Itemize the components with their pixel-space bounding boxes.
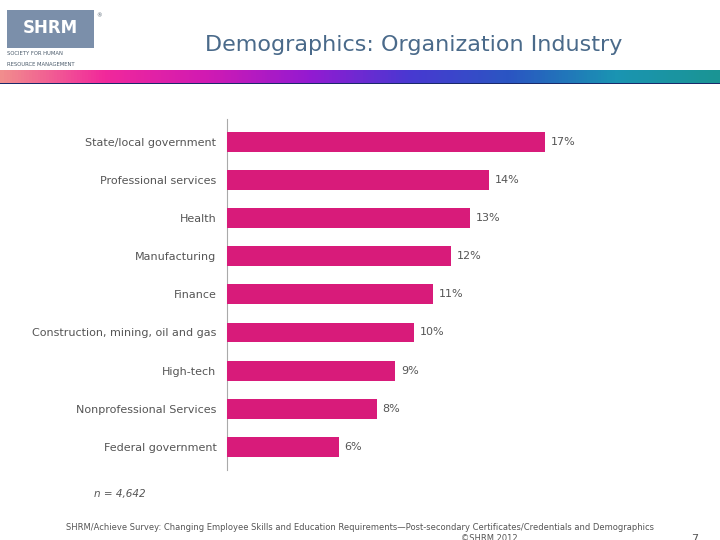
Text: 7: 7 — [691, 534, 698, 540]
Bar — [0, 83, 720, 84]
Text: 6%: 6% — [345, 442, 362, 452]
Bar — [227, 170, 489, 190]
Text: ©SHRM 2012: ©SHRM 2012 — [462, 534, 518, 540]
Text: SHRM/Achieve Survey: Changing Employee Skills and Education Requirements—Post-se: SHRM/Achieve Survey: Changing Employee S… — [66, 523, 654, 532]
Text: RESOURCE MANAGEMENT: RESOURCE MANAGEMENT — [7, 63, 75, 68]
Text: 17%: 17% — [551, 137, 575, 147]
Text: 14%: 14% — [495, 175, 519, 185]
Bar — [7, 10, 94, 48]
Bar — [227, 246, 451, 266]
Text: 8%: 8% — [382, 404, 400, 414]
Bar — [227, 322, 414, 342]
Text: 10%: 10% — [420, 327, 444, 338]
Text: SHRM: SHRM — [23, 19, 78, 37]
Bar — [227, 208, 470, 228]
Text: 9%: 9% — [401, 366, 418, 376]
Bar — [227, 361, 395, 381]
Text: n = 4,642: n = 4,642 — [94, 489, 145, 499]
Bar — [227, 285, 433, 304]
Text: Demographics: Organization Industry: Demographics: Organization Industry — [205, 35, 623, 55]
Text: 13%: 13% — [476, 213, 500, 223]
Text: SOCIETY FOR HUMAN: SOCIETY FOR HUMAN — [7, 51, 63, 56]
Bar — [227, 399, 377, 418]
Text: 12%: 12% — [457, 251, 482, 261]
Text: ®: ® — [96, 14, 102, 19]
Text: 11%: 11% — [438, 289, 463, 299]
Bar — [227, 132, 545, 152]
Bar — [227, 437, 339, 457]
